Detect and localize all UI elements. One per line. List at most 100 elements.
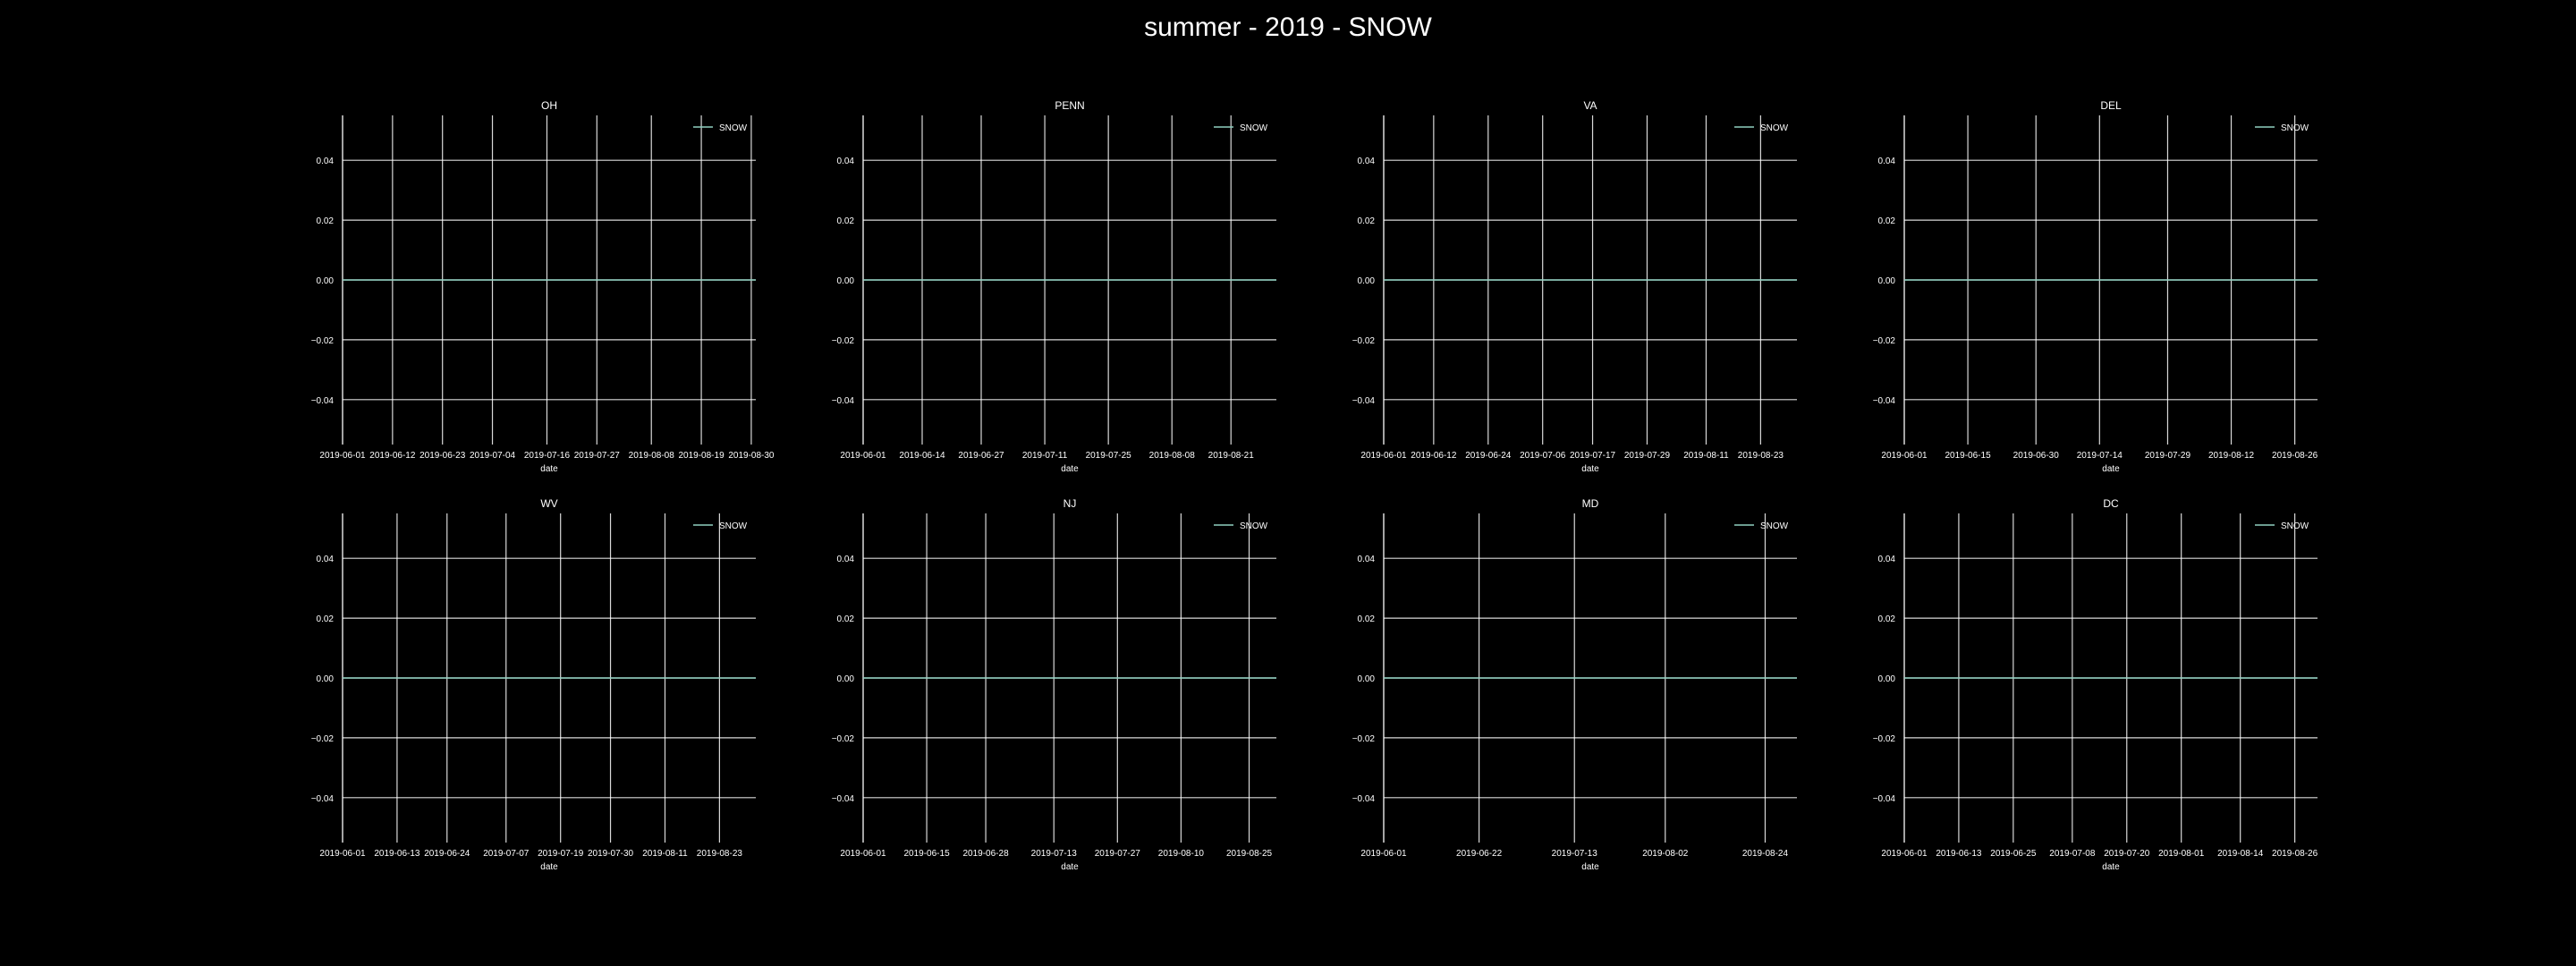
- x-axis-label: date: [1061, 862, 1079, 872]
- x-tick-label: 2019-06-01: [1881, 451, 1928, 461]
- x-axis-label: date: [2102, 464, 2120, 474]
- x-tick-label: 2019-06-25: [1990, 849, 2037, 859]
- chart-nj: 0.04 0.02 0.00 −0.02 −0.04 2019-06-01 2019-06-…: [832, 497, 1276, 872]
- y-tick-label: −0.04: [832, 396, 855, 406]
- y-tick-label: 0.04: [837, 157, 855, 166]
- legend-label: SNOW: [719, 521, 748, 531]
- x-tick-label: 2019-06-01: [319, 849, 366, 859]
- y-tick-label: −0.02: [1873, 336, 1896, 346]
- x-tick-label: 2019-08-08: [1149, 451, 1196, 461]
- y-tick-label: 0.04: [317, 157, 335, 166]
- x-tick-label: 2019-07-27: [1095, 849, 1141, 859]
- x-tick-label: 2019-07-29: [2145, 451, 2191, 461]
- legend-label: SNOW: [2281, 123, 2309, 133]
- y-tick-label: −0.04: [1352, 794, 1376, 804]
- x-tick-label: 2019-06-30: [2013, 451, 2060, 461]
- y-tick-label: −0.04: [1873, 794, 1896, 804]
- y-tick-label: 0.04: [317, 555, 335, 564]
- x-tick-label: 2019-08-02: [1642, 849, 1689, 859]
- x-tick-label: 2019-07-20: [2104, 849, 2150, 859]
- y-tick-label: 0.04: [1878, 157, 1896, 166]
- x-tick-label: 2019-06-01: [1881, 849, 1928, 859]
- x-tick-label: 2019-06-15: [1945, 451, 1991, 461]
- x-tick-label: 2019-06-28: [962, 849, 1009, 859]
- x-axis-label: date: [540, 464, 558, 474]
- y-tick-label: 0.04: [1358, 555, 1376, 564]
- x-tick-label: 2019-08-24: [1742, 849, 1789, 859]
- x-tick-label: 2019-07-27: [574, 451, 621, 461]
- chart-wv: 0.04 0.02 0.00 −0.02 −0.04 2019-06-01 2019-06-…: [311, 497, 756, 872]
- y-tick-label: 0.02: [1358, 614, 1376, 624]
- x-tick-label: 2019-06-13: [1936, 849, 1982, 859]
- x-tick-label: 2019-06-13: [374, 849, 420, 859]
- x-axis-label: date: [1581, 464, 1599, 474]
- y-tick-label: 0.04: [1358, 157, 1376, 166]
- x-tick-label: 2019-08-12: [2208, 451, 2255, 461]
- subplot-title: DC: [2103, 497, 2119, 510]
- x-tick-label: 2019-06-01: [840, 849, 886, 859]
- x-tick-label: 2019-06-23: [419, 451, 466, 461]
- x-tick-label: 2019-07-14: [2077, 451, 2123, 461]
- x-tick-label: 2019-06-15: [903, 849, 950, 859]
- legend-label: SNOW: [1760, 123, 1789, 133]
- x-tick-label: 2019-07-30: [588, 849, 634, 859]
- x-tick-label: 2019-06-01: [840, 451, 886, 461]
- y-tick-label: −0.04: [311, 396, 335, 406]
- y-tick-label: 0.00: [1878, 674, 1896, 684]
- x-tick-label: 2019-07-16: [524, 451, 571, 461]
- x-tick-label: 2019-08-14: [2217, 849, 2264, 859]
- y-tick-label: 0.02: [317, 614, 335, 624]
- x-tick-label: 2019-07-06: [1520, 451, 1566, 461]
- y-tick-label: 0.00: [837, 276, 855, 286]
- x-tick-label: 2019-07-19: [538, 849, 584, 859]
- y-tick-label: 0.02: [837, 216, 855, 226]
- x-axis-label: date: [540, 862, 558, 872]
- y-tick-label: 0.00: [1358, 276, 1376, 286]
- y-tick-label: 0.00: [1358, 674, 1376, 684]
- x-tick-label: 2019-06-24: [424, 849, 470, 859]
- chart-va: 0.04 0.02 0.00 −0.02 −0.04 2019-06-01 2019-06-…: [1352, 99, 1797, 474]
- legend-label: SNOW: [719, 123, 748, 133]
- x-tick-label: 2019-06-01: [1360, 451, 1407, 461]
- y-tick-label: 0.00: [317, 276, 335, 286]
- legend-label: SNOW: [1240, 521, 1268, 531]
- x-tick-label: 2019-08-10: [1158, 849, 1205, 859]
- x-tick-label: 2019-08-19: [678, 451, 724, 461]
- y-tick-label: −0.02: [311, 734, 335, 744]
- x-tick-label: 2019-08-11: [642, 849, 688, 859]
- x-axis-label: date: [1581, 862, 1599, 872]
- x-tick-label: 2019-08-11: [1683, 451, 1729, 461]
- chart-dc: 0.04 0.02 0.00 −0.02 −0.04 2019-06-01 2019-06-…: [1873, 497, 2318, 872]
- x-tick-label: 2019-08-08: [629, 451, 675, 461]
- x-tick-label: 2019-08-23: [1738, 451, 1784, 461]
- x-tick-label: 2019-06-14: [899, 451, 945, 461]
- y-tick-label: 0.00: [1878, 276, 1896, 286]
- legend-label: SNOW: [1240, 123, 1268, 133]
- x-tick-label: 2019-06-22: [1456, 849, 1503, 859]
- x-tick-label: 2019-08-25: [1226, 849, 1273, 859]
- y-tick-label: −0.02: [832, 734, 855, 744]
- x-tick-label: 2019-07-17: [1570, 451, 1616, 461]
- x-tick-label: 2019-06-24: [1465, 451, 1512, 461]
- subplot-title: DEL: [2100, 99, 2122, 112]
- y-tick-label: 0.04: [837, 555, 855, 564]
- x-tick-label: 2019-08-01: [2158, 849, 2205, 859]
- chart-md: 0.04 0.02 0.00 −0.02 −0.04 2019-06-01 2019-06-…: [1352, 497, 1797, 872]
- y-tick-label: −0.02: [832, 336, 855, 346]
- legend-label: SNOW: [2281, 521, 2309, 531]
- page-title: summer - 2019 - SNOW: [1144, 13, 1432, 42]
- y-tick-label: 0.02: [1878, 216, 1896, 226]
- y-tick-label: 0.00: [317, 674, 335, 684]
- x-tick-label: 2019-07-07: [483, 849, 530, 859]
- y-tick-label: 0.02: [317, 216, 335, 226]
- chart-penn: 0.04 0.02 0.00 −0.02 −0.04 2019-06-01 2019-06-…: [832, 99, 1276, 474]
- x-axis-label: date: [1061, 464, 1079, 474]
- subplot-title: WV: [540, 497, 557, 510]
- x-tick-label: 2019-06-01: [1360, 849, 1407, 859]
- y-tick-label: 0.02: [1358, 216, 1376, 226]
- subplot-title: PENN: [1055, 99, 1084, 112]
- x-tick-label: 2019-07-08: [2049, 849, 2096, 859]
- y-tick-label: 0.02: [837, 614, 855, 624]
